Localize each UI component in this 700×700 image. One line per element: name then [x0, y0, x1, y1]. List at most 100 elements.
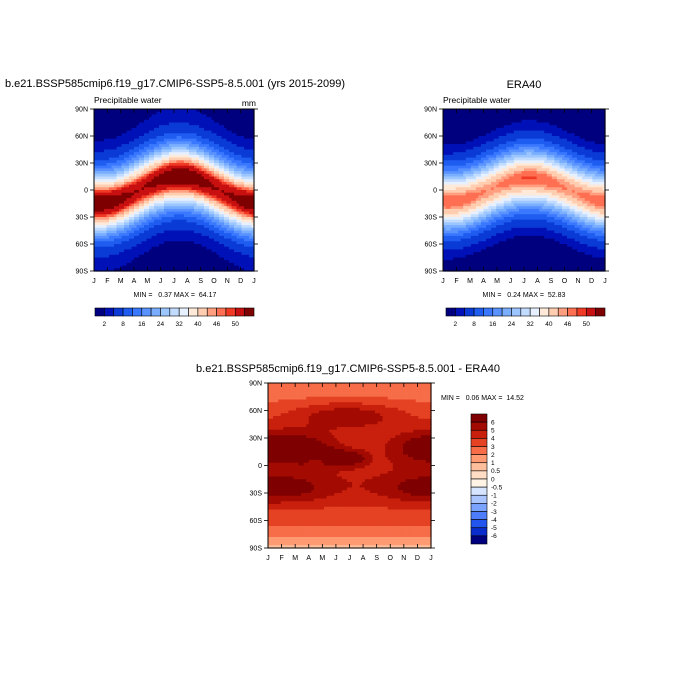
contour-cell: [146, 127, 150, 132]
contour-cell: [121, 206, 125, 210]
contour-cell: [189, 254, 193, 259]
contour-cell: [111, 268, 115, 272]
contour-cell: [151, 138, 155, 142]
contour-cell: [189, 190, 193, 194]
contour-cell: [181, 241, 185, 245]
contour-cell: [169, 225, 173, 229]
contour-cell: [136, 244, 140, 248]
contour-cell: [106, 257, 110, 261]
contour-cell: [204, 257, 208, 261]
contour-cell: [194, 222, 198, 226]
contour-cell: [104, 198, 108, 202]
contour-cell: [134, 165, 138, 169]
contour-cell: [534, 125, 538, 129]
contour-cell: [216, 152, 220, 156]
contour-cell: [199, 157, 203, 161]
contour-cell: [249, 214, 253, 218]
contour-cell: [516, 136, 520, 140]
contour-cell: [231, 130, 235, 134]
contour-cell: [136, 217, 140, 221]
contour-cell: [221, 181, 225, 186]
contour-cell: [577, 133, 581, 137]
contour-cell: [229, 225, 233, 229]
contour-cell: [186, 173, 190, 178]
contour-cell: [119, 192, 123, 196]
contour-cell: [124, 241, 128, 245]
contour-cell: [546, 117, 550, 121]
contour-cell: [251, 109, 255, 113]
contour-cell: [131, 136, 135, 140]
contour-cell: [169, 171, 173, 175]
contour-cell: [251, 154, 255, 159]
contour-cell: [134, 235, 138, 240]
contour-cell: [119, 219, 123, 223]
contour-cell: [480, 127, 485, 132]
contour-cell: [149, 114, 153, 118]
contour-cell: [209, 122, 213, 126]
contour-cell: [244, 227, 248, 232]
x-tick-label: A: [132, 278, 137, 285]
contour-cell: [186, 133, 190, 137]
contour-cell: [224, 208, 228, 213]
contour-cell: [201, 122, 205, 126]
contour-cell: [159, 198, 163, 202]
contour-cell: [156, 198, 160, 202]
contour-cell: [116, 238, 120, 242]
contour-cell: [171, 252, 175, 256]
contour-cell: [101, 138, 105, 142]
contour-cell: [221, 138, 225, 142]
contour-cell: [234, 192, 238, 196]
contour-cell: [119, 163, 123, 167]
contour-cell: [206, 133, 210, 137]
contour-cell: [536, 146, 540, 151]
contour-cell: [111, 154, 115, 159]
contour-cell: [524, 138, 528, 142]
contour-cell: [154, 146, 158, 151]
contour-cell: [506, 109, 510, 113]
contour-cell: [141, 257, 145, 261]
contour-cell: [111, 211, 115, 215]
contour-cell: [134, 109, 138, 113]
contour-cell: [101, 249, 105, 253]
contour-cell: [244, 262, 248, 267]
contour-cell: [176, 198, 180, 202]
contour-cell: [124, 138, 128, 142]
contour-cell: [96, 230, 100, 234]
contour-cell: [518, 127, 523, 132]
contour-cell: [229, 219, 233, 223]
contour-cell: [209, 136, 213, 140]
contour-cell: [136, 109, 140, 113]
contour-cell: [458, 146, 462, 151]
contour-cell: [206, 111, 210, 115]
contour-cell: [214, 244, 218, 248]
contour-cell: [551, 141, 555, 145]
contour-cell: [241, 144, 245, 148]
contour-cell: [171, 154, 175, 159]
contour-cell: [204, 222, 208, 226]
contour-cell: [106, 163, 110, 167]
contour-cell: [114, 160, 118, 164]
contour-cell: [194, 262, 198, 267]
contour-cell: [536, 141, 540, 145]
contour-cell: [209, 227, 213, 232]
contour-cell: [531, 109, 535, 113]
contour-cell: [239, 208, 243, 213]
contour-cell: [146, 227, 150, 232]
contour-cell: [96, 200, 100, 205]
contour-cell: [134, 192, 138, 196]
contour-cell: [156, 160, 160, 164]
contour-cell: [169, 214, 173, 218]
contour-cell: [174, 268, 178, 272]
contour-cell: [209, 257, 213, 261]
contour-cell: [224, 214, 228, 218]
contour-cell: [106, 222, 110, 226]
contour-cell: [229, 163, 233, 167]
contour-cell: [184, 141, 188, 145]
contour-cell: [592, 141, 596, 145]
contour-cell: [579, 117, 583, 121]
contour-cell: [226, 117, 230, 121]
contour-cell: [104, 230, 108, 234]
contour-cell: [561, 117, 566, 121]
contour-cell: [463, 111, 467, 115]
contour-cell: [224, 149, 228, 153]
